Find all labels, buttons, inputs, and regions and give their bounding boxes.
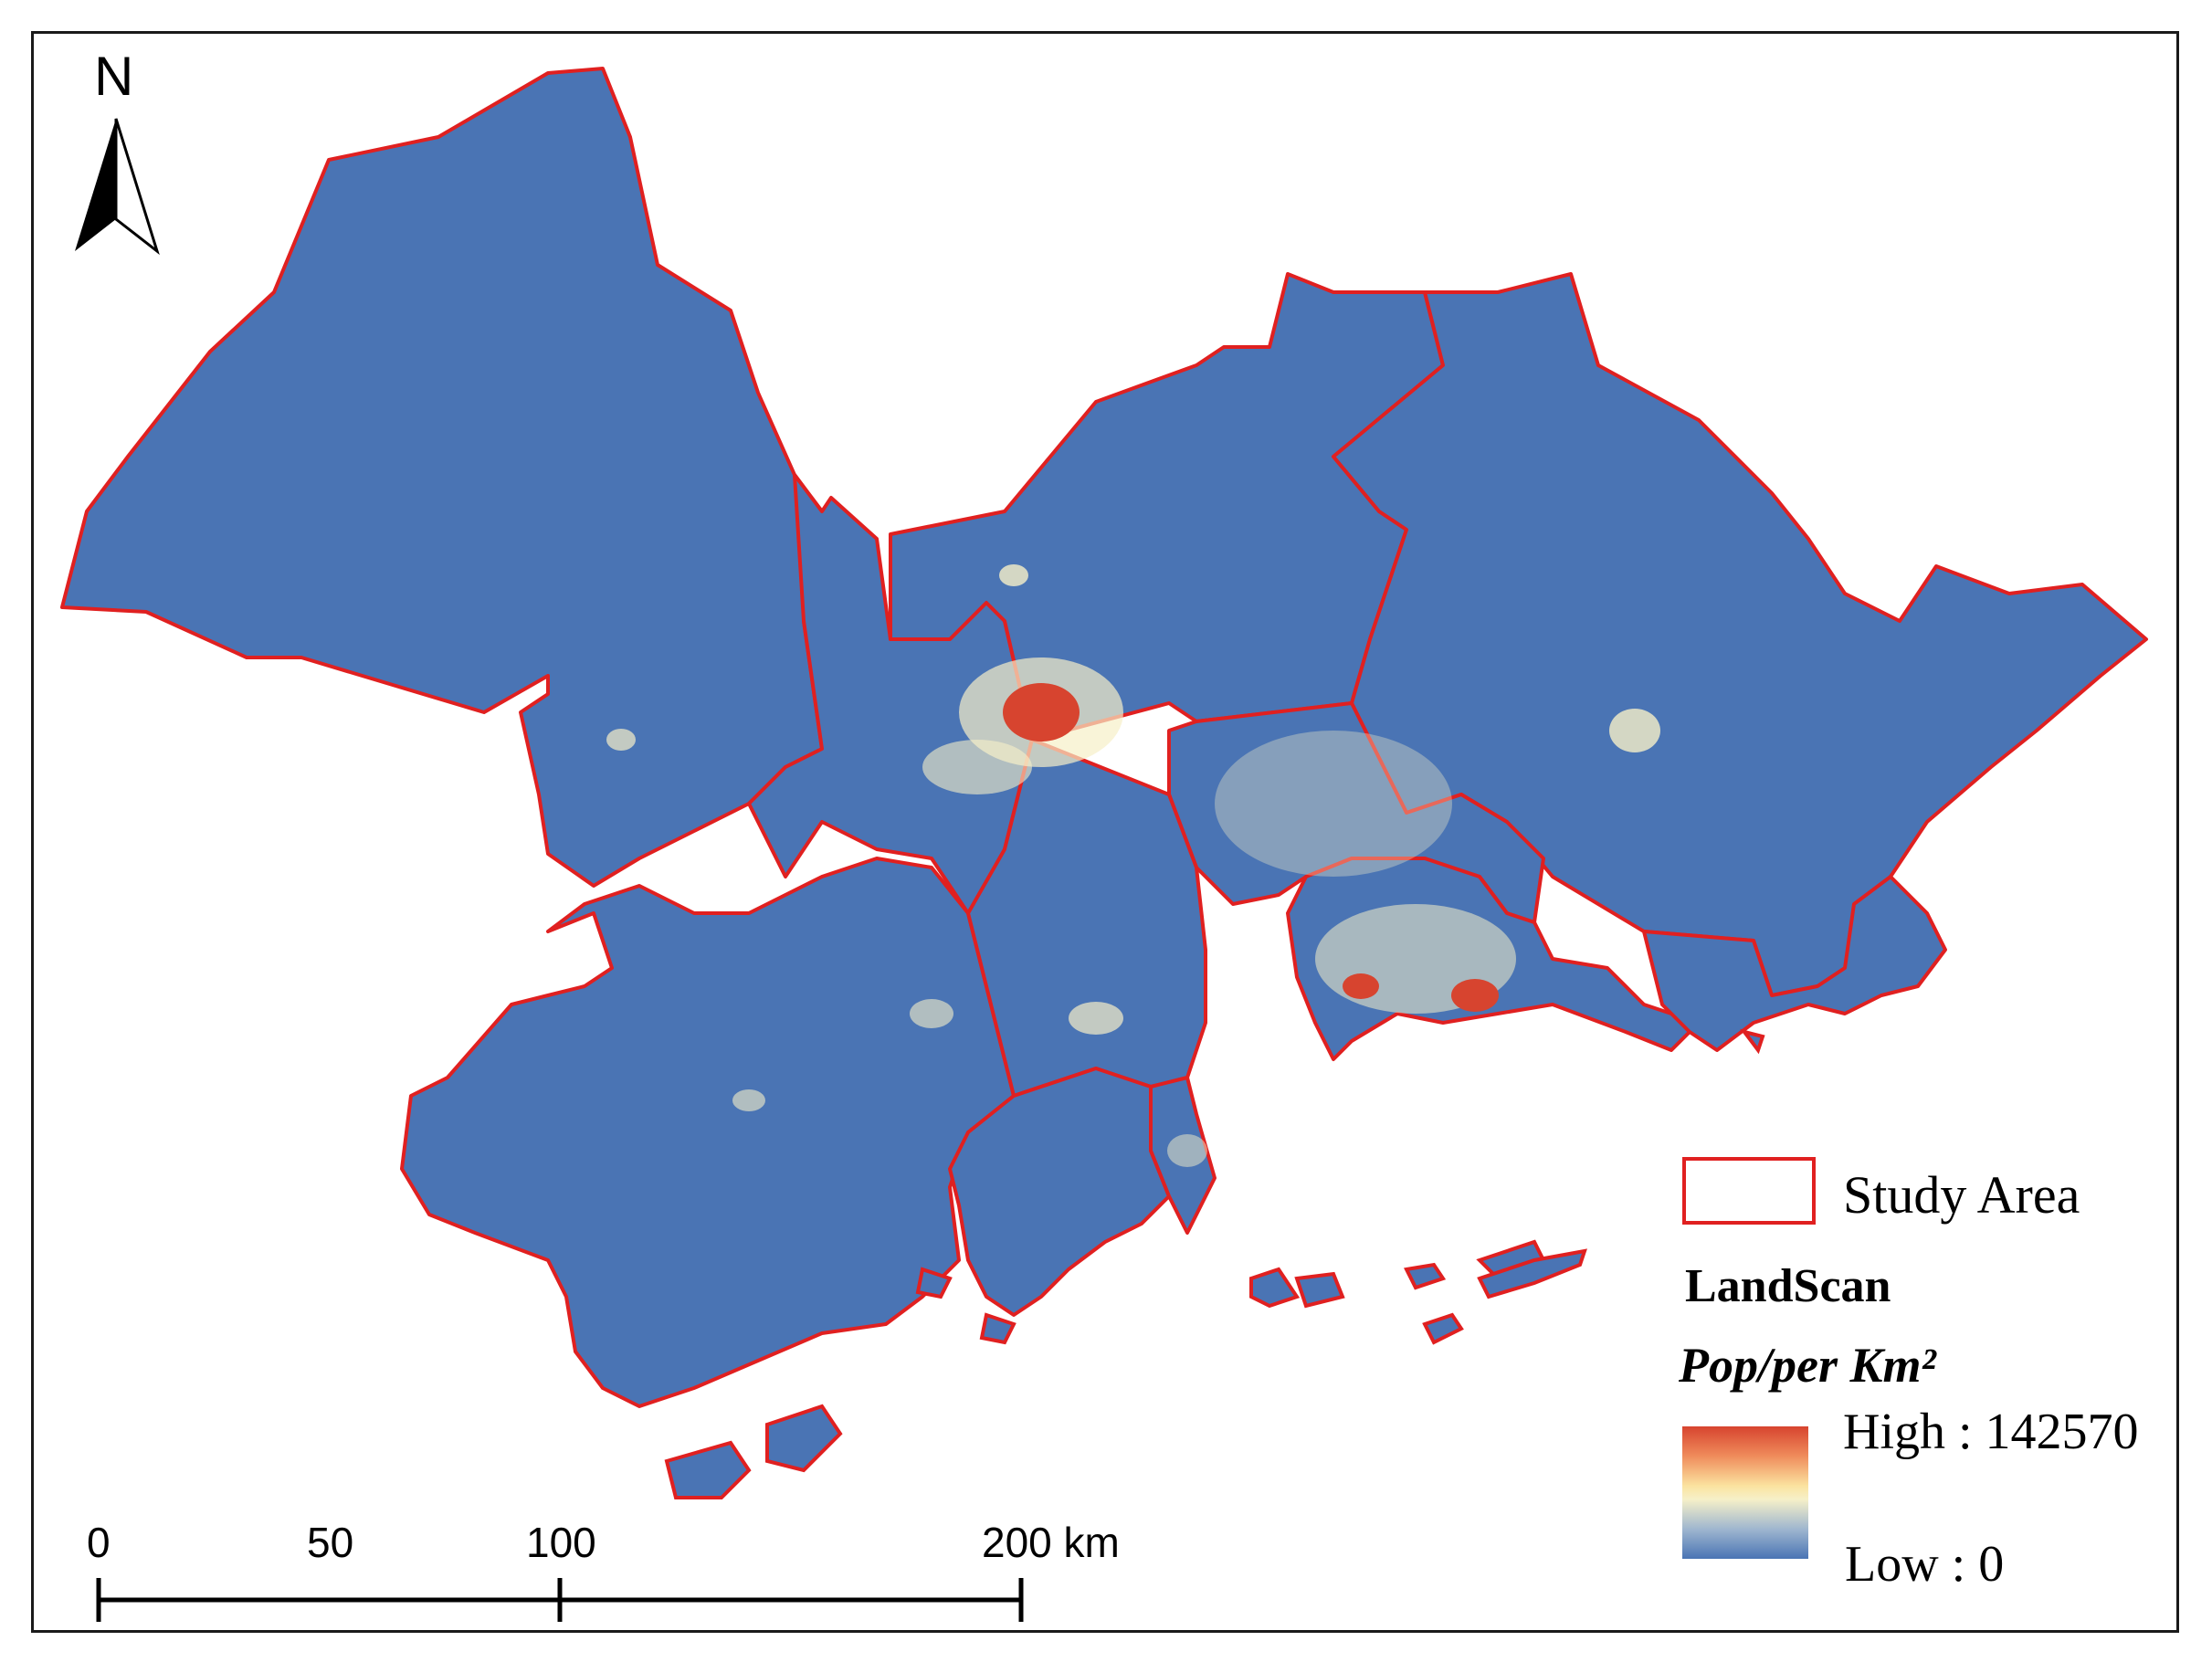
hotspot-foshan-halo <box>922 740 1032 794</box>
legend-high-label: High : 142570 <box>1843 1404 2139 1460</box>
island <box>765 1404 843 1473</box>
island <box>1422 1312 1464 1345</box>
islands <box>664 1028 1765 1499</box>
hotspot-huizhou <box>1609 709 1660 752</box>
hotspot-qingyuan <box>999 564 1028 586</box>
hotspot-zhaoqing <box>606 729 636 751</box>
hotspot-west <box>732 1089 765 1111</box>
island <box>664 1440 752 1499</box>
island <box>979 1312 1016 1345</box>
urban-hotspots <box>606 564 1660 1167</box>
hotspot-jiangmen <box>910 999 953 1028</box>
island <box>1404 1262 1447 1290</box>
hotspot-guangzhou-core <box>1003 683 1080 742</box>
island <box>915 1267 953 1299</box>
scale-label-50: 50 <box>307 1519 354 1566</box>
map-frame <box>31 31 2179 1633</box>
scale-label-200km: 200 km <box>982 1519 1120 1566</box>
legend-study-area-label: Study Area <box>1843 1165 2080 1225</box>
hotspot-shenzhen-core2 <box>1343 973 1379 999</box>
north-arrow-label: N <box>94 46 134 107</box>
hotspot-shenzhen-core <box>1451 979 1499 1012</box>
scale-label-0: 0 <box>87 1519 111 1566</box>
region-northwest <box>60 67 824 888</box>
scale-bar <box>96 1578 1024 1622</box>
region-southwest <box>400 857 1016 1408</box>
hotspot-zhongshan <box>1069 1002 1123 1035</box>
hotspot-zhuhai <box>1167 1134 1207 1167</box>
island <box>1477 1248 1587 1299</box>
scale-label-100: 100 <box>526 1519 596 1566</box>
study-area-swatch <box>1682 1157 1816 1225</box>
island <box>1740 1028 1765 1055</box>
legend-low-label: Low : 0 <box>1845 1536 2005 1593</box>
island <box>1249 1267 1301 1309</box>
north-arrow-icon <box>75 118 160 256</box>
island <box>1294 1271 1345 1309</box>
region-east-tail <box>1642 875 1947 1052</box>
hotspot-dongguan-halo <box>1215 731 1452 877</box>
legend-unit-label: Pop/per Km² <box>1679 1338 1936 1393</box>
legend-dataset-title: LandScan <box>1685 1260 1891 1312</box>
legend-color-ramp <box>1682 1426 1808 1559</box>
